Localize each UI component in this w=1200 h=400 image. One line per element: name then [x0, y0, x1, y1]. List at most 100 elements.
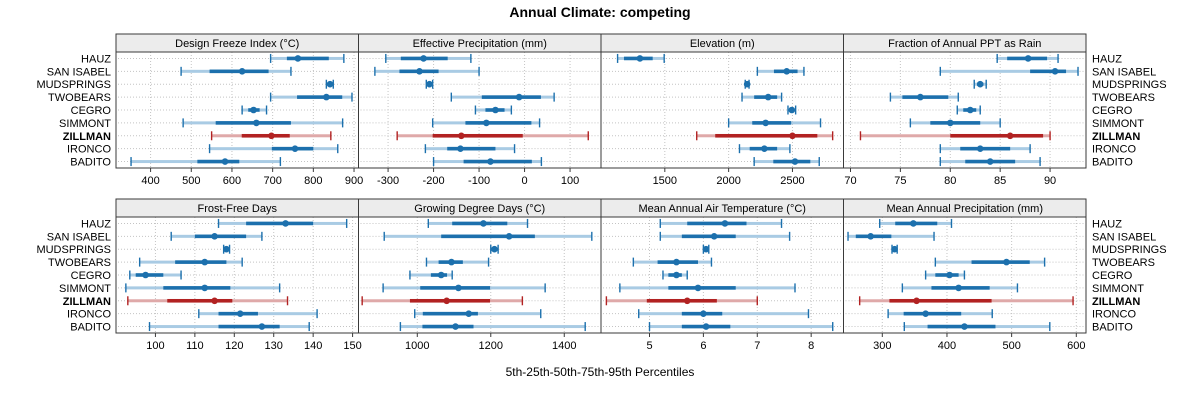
- station-label-left: SIMMONT: [59, 118, 111, 130]
- page-title: Annual Climate: competing: [509, 4, 691, 20]
- axis-tick-label: 500: [182, 175, 200, 187]
- percentile-band-25-75: [1030, 69, 1067, 74]
- station-label-right: TWOBEARS: [1092, 92, 1155, 104]
- median-dot: [258, 323, 266, 330]
- percentile-band-25-75: [218, 324, 280, 329]
- axis-tick-label: 100: [146, 340, 164, 352]
- median-dot: [452, 323, 459, 330]
- median-dot: [966, 106, 974, 114]
- station-label-right: HAUZ: [1092, 218, 1122, 230]
- axis-tick-label: 500: [1002, 340, 1020, 352]
- median-dot: [505, 233, 513, 240]
- percentile-band-25-75: [286, 56, 329, 61]
- percentile-band-5-95: [638, 312, 809, 316]
- median-dot: [457, 145, 464, 152]
- percentile-band-25-75: [668, 286, 736, 290]
- axis-tick-label: 800: [304, 175, 322, 187]
- axis-tick-label: 70: [844, 175, 856, 187]
- percentile-band-5-95: [940, 69, 1079, 73]
- axis-tick-label: -200: [423, 175, 445, 187]
- station-label-left: CEGRO: [71, 270, 112, 282]
- median-dot: [743, 80, 751, 88]
- percentile-band-25-75: [163, 286, 231, 290]
- panel-strip-title: Growing Degree Days (°C): [414, 203, 545, 215]
- median-dot: [764, 93, 772, 101]
- median-dot: [700, 310, 707, 317]
- median-dot: [455, 284, 462, 292]
- axis-tick-label: 130: [265, 340, 283, 352]
- axis-tick-label: 1200: [479, 340, 503, 352]
- median-dot: [761, 145, 768, 152]
- median-dot: [762, 119, 769, 127]
- median-dot: [946, 119, 954, 127]
- panel-strip-title: Mean Annual Air Temperature (°C): [639, 203, 806, 215]
- percentile-band-25-75: [463, 159, 532, 164]
- panel-strip-title: Fraction of Annual PPT as Rain: [888, 38, 1041, 50]
- station-label-right: IRONCO: [1092, 309, 1136, 321]
- percentile-band-25-75: [175, 260, 227, 264]
- median-dot: [282, 220, 289, 227]
- median-dot: [250, 106, 257, 114]
- station-label-left: MUDSPRINGS: [36, 244, 111, 256]
- median-dot: [458, 132, 465, 140]
- percentile-band-25-75: [681, 234, 736, 239]
- median-dot: [211, 297, 218, 305]
- percentile-band-25-75: [687, 221, 747, 226]
- median-dot: [326, 80, 334, 88]
- median-dot: [673, 271, 680, 279]
- percentile-band-25-75: [422, 324, 474, 329]
- axis-tick-label: 7: [754, 340, 760, 352]
- percentile-band-25-75: [481, 95, 541, 99]
- median-dot: [791, 158, 799, 165]
- axis-tick-label: 700: [263, 175, 281, 187]
- median-dot: [201, 258, 209, 266]
- axis-tick-label: 600: [1067, 340, 1085, 352]
- station-label-right: ZILLMAN: [1092, 296, 1140, 308]
- median-dot: [721, 220, 729, 227]
- percentile-band-25-75: [930, 121, 981, 125]
- percentile-band-25-75: [715, 133, 818, 138]
- percentile-band-25-75: [241, 133, 290, 138]
- median-dot: [917, 93, 924, 101]
- percentile-band-25-75: [752, 121, 792, 125]
- median-dot: [976, 80, 984, 88]
- axis-tick-label: 140: [304, 340, 322, 352]
- station-label-left: TWOBEARS: [48, 92, 111, 104]
- axis-tick-label: 110: [186, 340, 204, 352]
- percentile-band-25-75: [197, 159, 240, 164]
- axis-tick-label: 85: [994, 175, 1006, 187]
- panel-border: [843, 216, 1087, 334]
- percentile-band-25-75: [135, 273, 164, 277]
- median-dot: [437, 271, 445, 279]
- panel-border: [843, 51, 1087, 169]
- median-dot: [236, 310, 244, 317]
- percentile-band-25-75: [420, 286, 491, 290]
- axis-tick-label: 100: [561, 175, 579, 187]
- percentile-band-25-75: [889, 298, 992, 303]
- station-label-left: SAN ISABEL: [47, 231, 111, 243]
- percentile-band-25-75: [452, 221, 508, 226]
- median-dot: [986, 158, 994, 165]
- median-dot: [789, 132, 796, 140]
- station-label-right: SAN ISABEL: [1092, 231, 1156, 243]
- percentile-band-25-75: [441, 234, 535, 239]
- percentile-band-25-75: [447, 146, 496, 151]
- station-label-right: IRONCO: [1092, 144, 1136, 156]
- percentile-band-25-75: [432, 133, 523, 138]
- median-dot: [946, 271, 953, 279]
- percentile-band-25-75: [465, 121, 532, 125]
- median-dot: [448, 258, 455, 266]
- axis-tick-label: 2000: [716, 175, 740, 187]
- station-label-right: BADITO: [1092, 157, 1133, 169]
- station-label-right: MUDSPRINGS: [1092, 79, 1167, 91]
- station-label-left: HAUZ: [81, 53, 111, 65]
- median-dot: [976, 145, 984, 152]
- median-dot: [492, 106, 499, 114]
- station-label-right: SIMMONT: [1092, 118, 1144, 130]
- median-dot: [1024, 55, 1032, 62]
- percentile-band-25-75: [903, 311, 962, 316]
- median-dot: [702, 245, 710, 253]
- station-label-right: HAUZ: [1092, 53, 1122, 65]
- median-dot: [515, 93, 523, 101]
